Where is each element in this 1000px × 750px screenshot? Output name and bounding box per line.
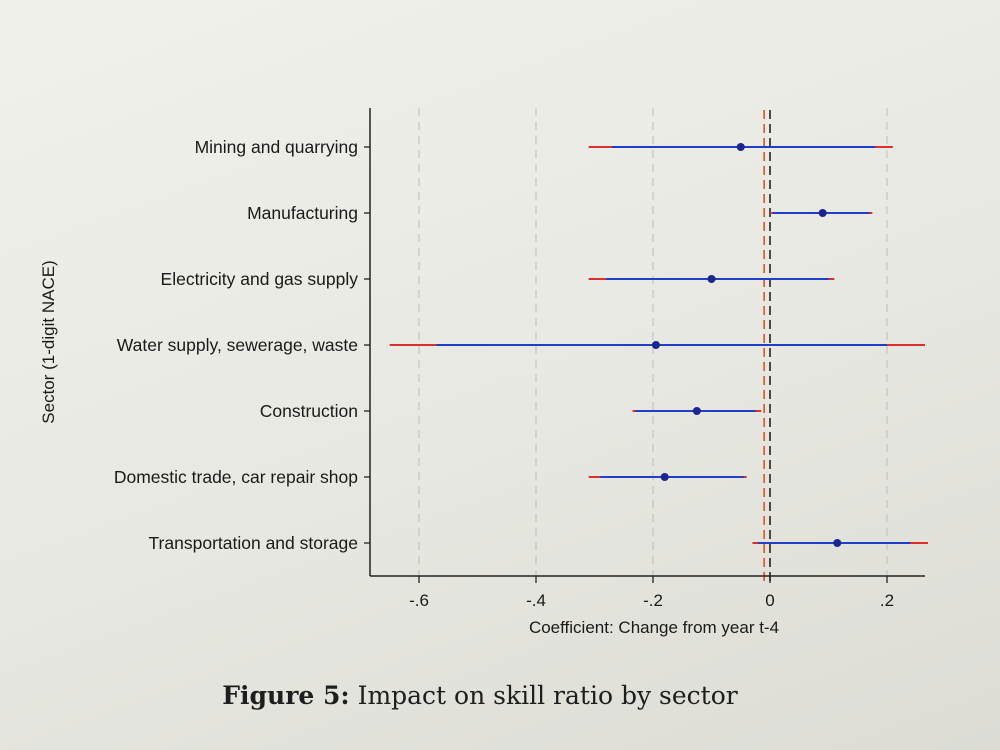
coefficient-point [707, 275, 716, 283]
x-tick-label: -.2 [643, 591, 663, 610]
sector-label: Construction [260, 401, 358, 421]
coefficient-point [833, 539, 842, 547]
sector-label: Water supply, sewerage, waste [117, 335, 358, 355]
coefficient-point [736, 143, 745, 151]
x-tick-label: 0 [765, 591, 774, 610]
x-axis-title: Coefficient: Change from year t-4 [529, 618, 779, 637]
caption-label: Figure 5: [222, 681, 350, 710]
x-tick-label: -.4 [526, 591, 546, 610]
axes [369, 108, 925, 577]
coefficient-point [660, 473, 669, 481]
sector-label: Mining and quarrying [195, 137, 358, 157]
figure-caption: Figure 5: Impact on skill ratio by secto… [0, 681, 960, 710]
grid-lines [418, 108, 888, 576]
sector-label: Transportation and storage [149, 533, 358, 553]
coefficient-point [692, 407, 701, 415]
x-tick-label: -.6 [409, 591, 429, 610]
coefficient-plot: Mining and quarrying Manufacturing Electri… [39, 108, 928, 637]
reference-lines [763, 110, 771, 586]
x-tick-labels: -.6 -.4 -.2 0 .2 [409, 576, 894, 610]
coefficient-point [651, 341, 660, 349]
category-labels: Mining and quarrying Manufacturing Electri… [114, 137, 370, 553]
y-axis-title: Sector (1-digit NACE) [39, 260, 58, 423]
x-tick-label: .2 [880, 591, 894, 610]
coefficient-point [818, 209, 827, 217]
sector-label: Manufacturing [247, 203, 358, 223]
caption-text: Impact on skill ratio by sector [357, 681, 738, 710]
confidence-intervals [389, 143, 928, 547]
sector-label: Domestic trade, car repair shop [114, 467, 358, 487]
sector-label: Electricity and gas supply [161, 269, 359, 289]
